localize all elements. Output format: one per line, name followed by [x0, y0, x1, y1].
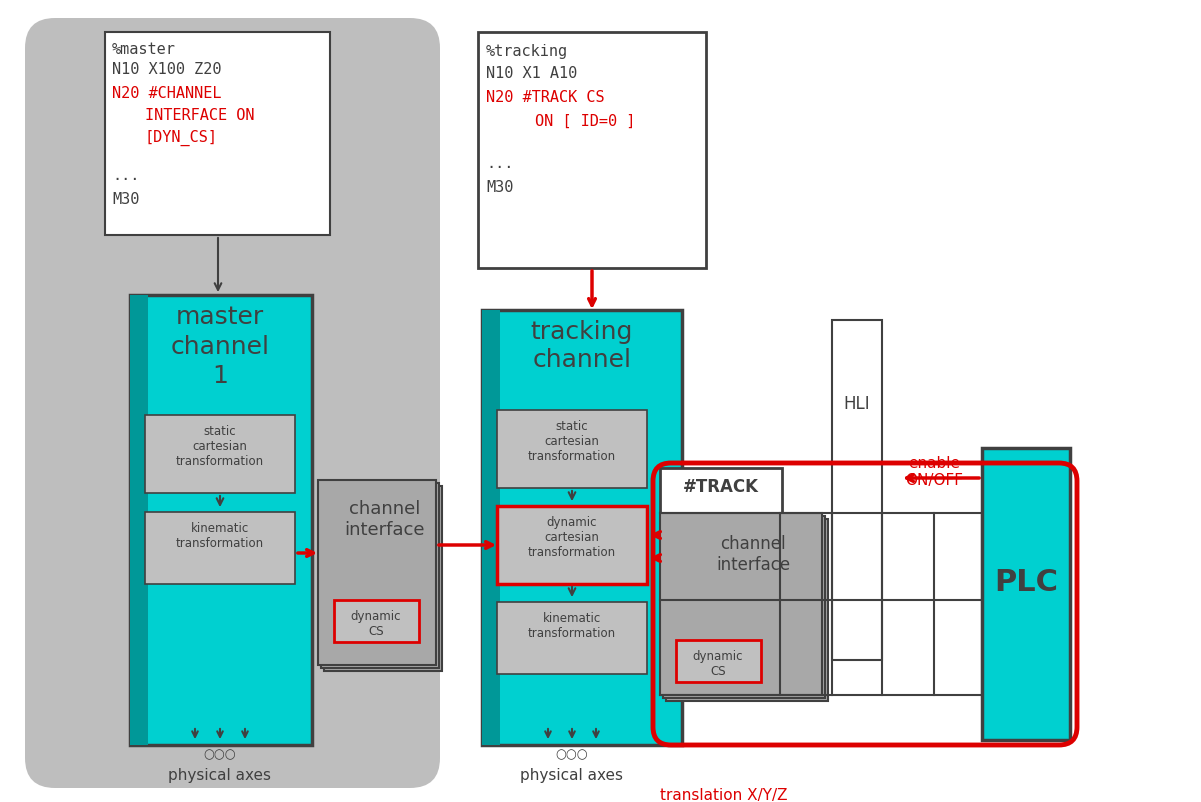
Text: static
cartesian
transformation: static cartesian transformation [175, 425, 264, 468]
Bar [130, 295, 148, 745]
Text: static
cartesian
transformation: static cartesian transformation [528, 420, 616, 463]
Bar [130, 295, 312, 745]
Text: #TRACK: #TRACK [683, 478, 759, 496]
Bar [482, 310, 682, 745]
Text: translation X/Y/Z
rotation A/B/C: translation X/Y/Z rotation A/B/C [661, 788, 788, 802]
Bar [832, 320, 882, 660]
Bar [104, 32, 330, 235]
Text: M30: M30 [486, 180, 513, 195]
Text: dynamic
CS: dynamic CS [693, 650, 743, 678]
Text: channel
interface: channel interface [345, 500, 425, 539]
Bar [982, 448, 1070, 740]
Text: tracking
channel: tracking channel [531, 320, 633, 372]
Text: kinematic
transformation: kinematic transformation [175, 522, 264, 550]
Text: N10 X1 A10: N10 X1 A10 [486, 66, 578, 81]
Text: ...: ... [112, 168, 139, 183]
Text: ON [ ID=0 ]: ON [ ID=0 ] [534, 114, 635, 129]
Bar [145, 415, 295, 493]
FancyBboxPatch shape [25, 18, 440, 788]
Bar [667, 519, 827, 701]
Text: physical axes: physical axes [168, 768, 271, 783]
Bar [318, 480, 436, 665]
Text: master
channel
1: master channel 1 [171, 305, 269, 388]
Bar [661, 513, 821, 695]
Bar [334, 600, 419, 642]
Text: N20 #TRACK CS: N20 #TRACK CS [486, 90, 604, 105]
Text: dynamic
CS: dynamic CS [351, 610, 401, 638]
Bar [661, 468, 782, 513]
Bar [324, 486, 442, 671]
Text: [DYN_CS]: [DYN_CS] [145, 130, 219, 146]
Text: %master: %master [112, 42, 175, 57]
Text: HLI: HLI [843, 395, 871, 413]
Text: dynamic
cartesian
transformation: dynamic cartesian transformation [528, 516, 616, 559]
Bar [663, 516, 825, 698]
Text: physical axes: physical axes [520, 768, 623, 783]
Bar [497, 506, 647, 584]
Text: ○○○: ○○○ [204, 748, 237, 761]
Text: channel
interface: channel interface [716, 535, 790, 573]
Bar [497, 410, 647, 488]
Bar [676, 640, 761, 682]
Bar [321, 483, 440, 668]
Bar [478, 32, 706, 268]
Text: M30: M30 [112, 192, 139, 207]
Text: N20 #CHANNEL: N20 #CHANNEL [112, 86, 221, 101]
Text: N10 X100 Z20: N10 X100 Z20 [112, 62, 221, 77]
Text: kinematic
transformation: kinematic transformation [528, 612, 616, 640]
Bar [145, 512, 295, 584]
Text: ...: ... [486, 156, 513, 171]
Text: ○○○: ○○○ [556, 748, 588, 761]
Text: INTERFACE ON: INTERFACE ON [145, 108, 255, 123]
Text: PLC: PLC [994, 568, 1058, 597]
Text: %tracking: %tracking [486, 44, 568, 59]
Bar [497, 602, 647, 674]
Text: enable
ON/OFF: enable ON/OFF [906, 456, 963, 488]
Bar [482, 310, 500, 745]
